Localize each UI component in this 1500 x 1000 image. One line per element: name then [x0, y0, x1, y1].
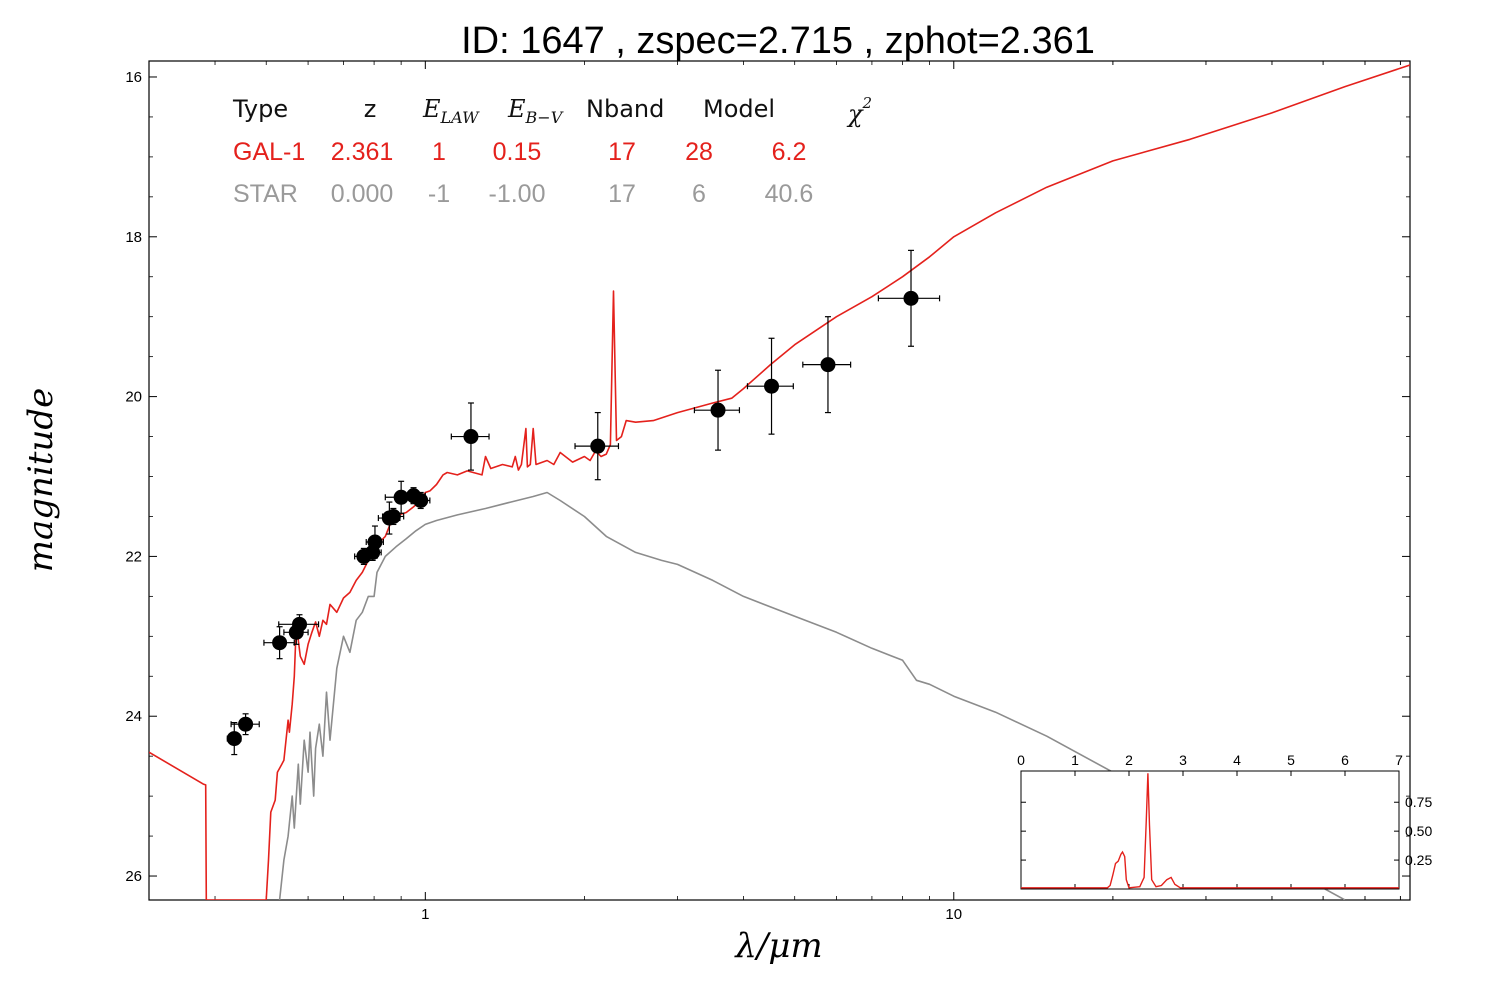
y-tick-label: 24: [125, 708, 142, 725]
table-cell: 40.6: [765, 180, 814, 208]
inset-x-tick-label: 2: [1125, 752, 1133, 768]
photometry-marker: [590, 438, 606, 454]
inset-x-tick-label: 6: [1341, 752, 1349, 768]
table-cell: 0.15: [493, 138, 542, 166]
model-series: [149, 64, 1410, 900]
photometry-point: [278, 614, 320, 635]
table-cell: 6: [692, 180, 706, 208]
inset-pdz-line: [1021, 773, 1399, 889]
table-cell: -1.00: [489, 180, 546, 208]
inset-x-tick-label: 7: [1395, 752, 1403, 768]
photometry-point: [410, 491, 431, 510]
inset-pdz: 0 1 2 3 4 5 6 7 0.25 0.50 0.75: [1017, 752, 1432, 890]
table-cell: GAL-1: [233, 138, 305, 166]
y-tick-label: 26: [125, 868, 142, 885]
y-axis-label: magnitude: [21, 388, 61, 573]
series-line-star: [278, 491, 1346, 900]
table-cell: STAR: [233, 180, 298, 208]
plot-frame: [148, 60, 1411, 901]
photometry-point: [365, 525, 384, 559]
photometry-marker: [463, 429, 479, 445]
x-tick-label: 10: [945, 906, 962, 923]
table-cell: 1: [432, 138, 446, 166]
inset-y-tick-labels: 0.25 0.50 0.75: [1405, 794, 1432, 868]
photometry-marker: [226, 731, 242, 747]
table-cell: 0.000: [331, 180, 394, 208]
fit-table: Type z ELAW EB−V Nband Model χ2 GAL-1 2.3…: [232, 94, 872, 208]
table-header-nband: Nband: [586, 95, 664, 123]
photometry-point: [693, 369, 741, 451]
table-header-type: Type: [232, 95, 288, 123]
photometry-marker: [385, 508, 401, 524]
photometry-point: [746, 337, 794, 435]
inset-x-tick-label: 1: [1071, 752, 1079, 768]
x-axis-label: λ/μm: [733, 926, 822, 966]
photometry-point: [230, 713, 260, 736]
chart-title: ID: 1647 , zspec=2.715 , zphot=2.361: [461, 20, 1095, 62]
table-header-chi2: χ2: [846, 94, 872, 128]
inset-y-tick-label: 0.25: [1405, 852, 1432, 868]
photometry-marker: [903, 290, 919, 306]
y-tick-label: 22: [125, 548, 142, 565]
photometry-point: [263, 626, 295, 660]
table-cell: -1: [428, 180, 450, 208]
photometry-point: [381, 507, 405, 526]
y-tick-label: 18: [125, 229, 142, 246]
table-cell: 17: [608, 180, 636, 208]
x-tick-labels: 1 10: [421, 906, 962, 923]
inset-x-tick-label: 3: [1179, 752, 1187, 768]
photometry-point: [450, 402, 490, 471]
inset-x-tick-label: 4: [1233, 752, 1241, 768]
table-cell: 28: [685, 138, 713, 166]
photometry-point: [226, 722, 242, 756]
photometry-marker: [413, 492, 429, 508]
photometry-points: [226, 249, 941, 756]
y-tick-label: 16: [125, 69, 142, 86]
axis-ticks: [148, 61, 1410, 900]
photometry-marker: [238, 716, 254, 732]
table-rows: GAL-1 2.361 1 0.15 17 28 6.2 STAR 0.000 -1 -1.00 17…: [233, 138, 813, 208]
table-header-elaw: ELAW: [422, 95, 480, 127]
inset-x-tick-label: 0: [1017, 752, 1025, 768]
inset-x-tick-label: 5: [1287, 752, 1295, 768]
photometry-marker: [820, 357, 836, 373]
table-header-z: z: [364, 95, 377, 123]
series-line-gal-1: [149, 64, 1410, 900]
photometry-marker: [764, 378, 780, 394]
table-row: GAL-1 2.361 1 0.15 17 28 6.2: [233, 138, 806, 166]
table-cell: 2.361: [331, 138, 394, 166]
photometry-marker: [272, 635, 288, 651]
y-tick-labels: 16 18 20 22 24 26: [125, 69, 142, 885]
table-row: STAR 0.000 -1 -1.00 17 6 40.6: [233, 180, 813, 208]
table-header-ebv: EB−V: [507, 95, 564, 127]
inset-frame: [1020, 770, 1400, 890]
photometry-point: [574, 411, 620, 481]
photometry-point: [877, 249, 941, 347]
photometry-point: [802, 316, 852, 414]
table-header-model: Model: [703, 95, 775, 123]
photometry-marker: [367, 534, 383, 550]
table-cell: 17: [608, 138, 636, 166]
table-cell: 6.2: [772, 138, 807, 166]
photometry-marker: [710, 402, 726, 418]
y-tick-label: 20: [125, 389, 142, 406]
x-tick-label: 1: [421, 906, 429, 923]
inset-x-tick-labels: 0 1 2 3 4 5 6 7: [1017, 752, 1403, 768]
inset-y-tick-label: 0.75: [1405, 794, 1432, 810]
photometry-marker: [292, 616, 308, 632]
inset-y-tick-label: 0.50: [1405, 823, 1432, 839]
